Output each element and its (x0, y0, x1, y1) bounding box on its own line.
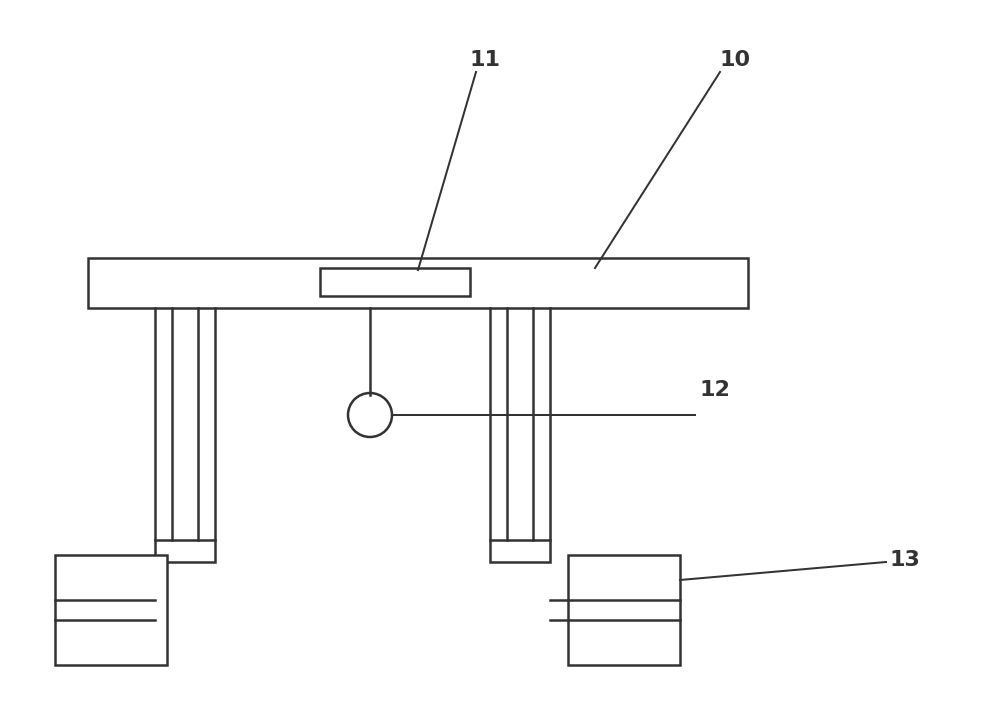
Text: 13: 13 (890, 550, 921, 570)
Bar (568, 555, 680, 665)
Bar (55, 555, 167, 665)
Bar (155, 540, 215, 562)
Text: 12: 12 (700, 380, 731, 400)
Bar (490, 540, 550, 562)
Bar (320, 268, 470, 296)
Circle shape (348, 393, 392, 437)
Text: 11: 11 (470, 50, 501, 70)
Bar (88, 258, 748, 308)
Text: 10: 10 (720, 50, 751, 70)
